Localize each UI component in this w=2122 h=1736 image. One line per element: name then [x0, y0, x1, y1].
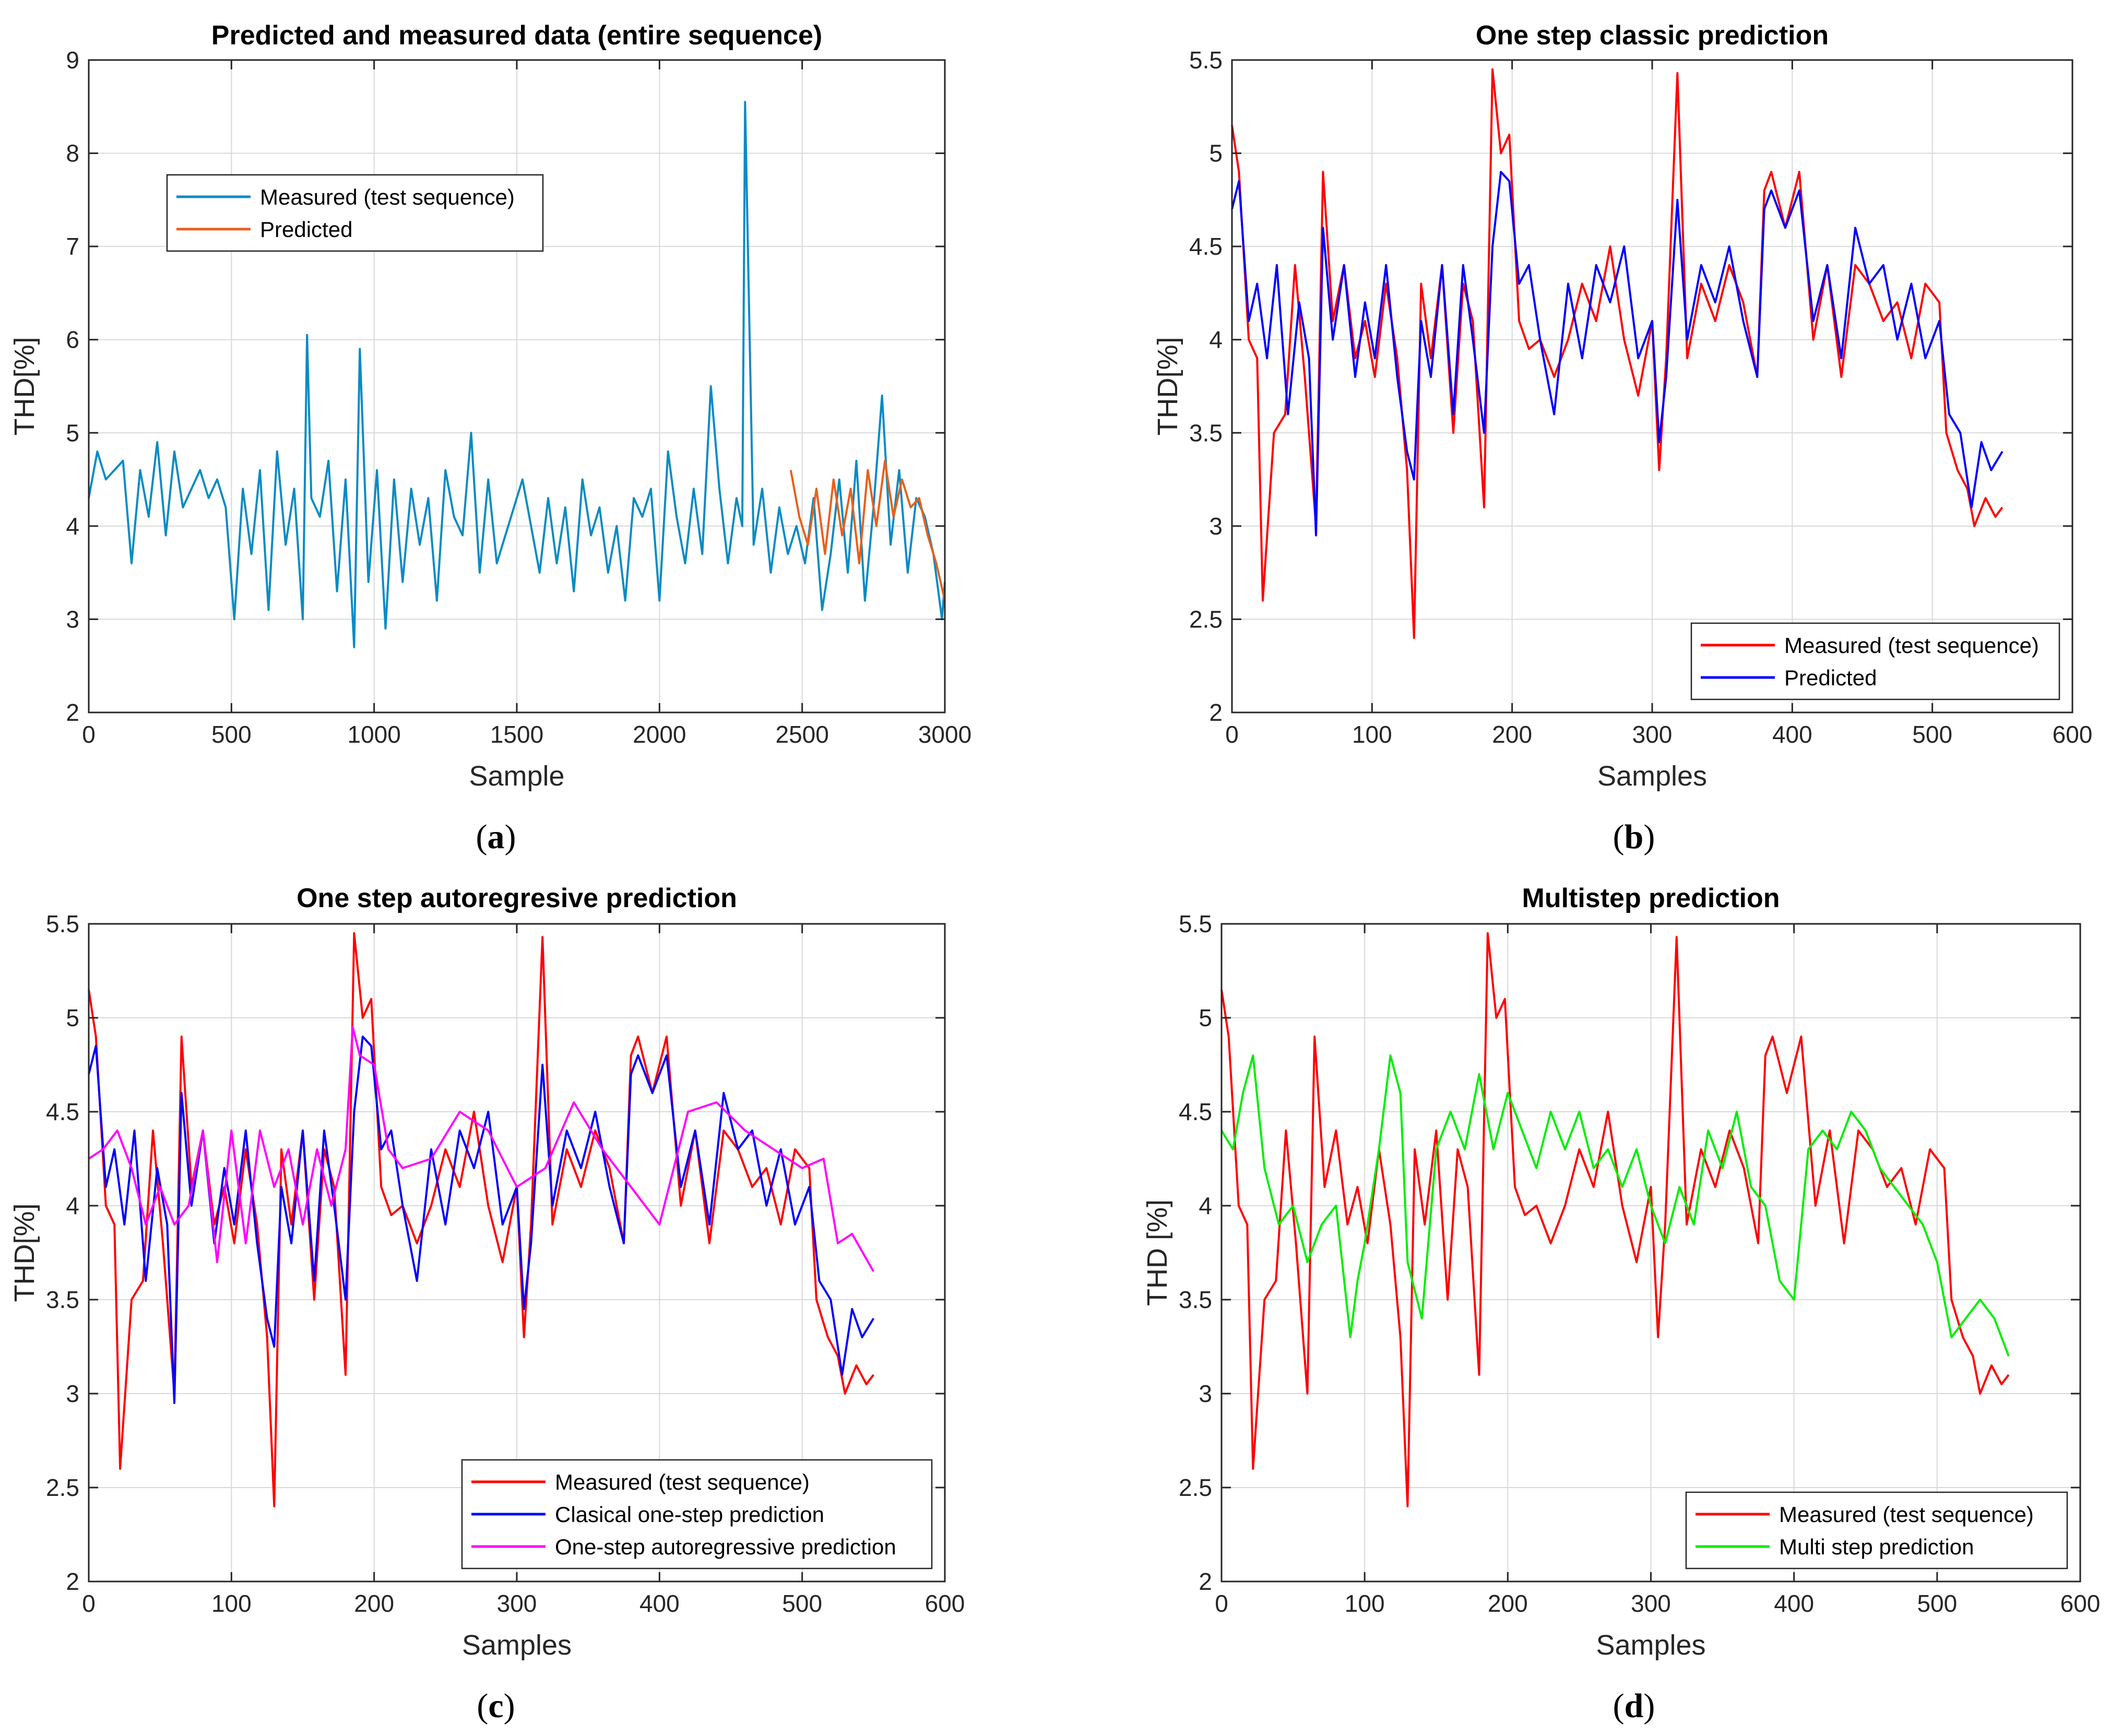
- legend-label: Measured (test sequence): [1784, 633, 2039, 658]
- legend-label: Multi step prediction: [1779, 1535, 1974, 1559]
- x-tick-label: 500: [211, 721, 252, 748]
- series-line-2: [1231, 171, 2004, 537]
- y-tick-label: 4: [66, 1192, 79, 1219]
- legend-label: Measured (test sequence): [260, 185, 515, 209]
- legend-box: [1690, 622, 2060, 700]
- y-axis-label: THD[%]: [9, 1204, 40, 1302]
- y-tick-label: 4: [66, 513, 79, 540]
- y-tick-label: 4: [1199, 1192, 1212, 1219]
- y-tick-label: 5: [1199, 1004, 1212, 1031]
- x-axis-label: Samples: [1597, 760, 1707, 792]
- panel-caption: (a): [476, 818, 516, 856]
- y-tick-label: 2: [1209, 699, 1223, 726]
- x-tick-label: 0: [1215, 1590, 1228, 1617]
- x-tick-label: 200: [354, 1590, 394, 1617]
- chart-panel-b: 0 100 200 300 400 500 600 2 2.5 3 3.5 4 4.5 5 5.5 One s…: [1152, 20, 2092, 856]
- y-tick-label: 6: [66, 326, 79, 353]
- series-line-2: [789, 459, 946, 601]
- x-tick-label: 2500: [775, 721, 828, 748]
- y-tick-label: 3: [66, 605, 79, 633]
- y-tick-label: 2: [66, 699, 79, 726]
- legend-label: Predicted: [260, 217, 352, 242]
- y-tick-label: 9: [66, 46, 79, 74]
- x-tick-label: 0: [82, 721, 96, 748]
- x-tick-label: 1500: [490, 721, 543, 748]
- chart-panel-c: 0 100 200 300 400 500 600 2 2.5 3 3.5 4 4.5 5 5.5 One s…: [9, 883, 965, 1725]
- legend-box: [166, 174, 544, 252]
- x-tick-label: 0: [1225, 721, 1239, 748]
- series-line-2: [1220, 1054, 2010, 1357]
- chart-panel-d: 0 100 200 300 400 500 600 2 2.5 3 3.5 4 4.5 5 5.5 Multi…: [1142, 883, 2100, 1725]
- y-tick-label: 3.5: [1189, 419, 1223, 446]
- y-tick-label: 3: [1199, 1380, 1212, 1407]
- y-tick-label: 3: [66, 1380, 79, 1407]
- x-tick-label: 1000: [347, 721, 400, 748]
- y-axis-label: THD[%]: [1152, 337, 1183, 436]
- y-tick-label: 4.5: [1179, 1098, 1212, 1125]
- y-tick-label: 5: [1209, 140, 1223, 167]
- panel-caption: (c): [477, 1687, 515, 1725]
- series-line-3: [88, 1026, 875, 1272]
- y-tick-label: 5.5: [1179, 910, 1212, 937]
- y-tick-label: 4: [1209, 326, 1223, 353]
- y-tick-label: 8: [66, 140, 79, 167]
- y-axis-label: THD [%]: [1142, 1199, 1173, 1306]
- y-tick-label: 5.5: [46, 910, 79, 937]
- y-tick-label: 7: [66, 233, 79, 260]
- x-tick-label: 0: [82, 1590, 96, 1617]
- x-tick-label: 200: [1488, 1590, 1528, 1617]
- y-tick-label: 5: [66, 1004, 79, 1031]
- chart-title: One step classic prediction: [1476, 20, 1829, 51]
- y-tick-label: 2: [66, 1568, 79, 1595]
- legend-label: Clasical one-step prediction: [555, 1502, 824, 1527]
- legend-label: Measured (test sequence): [1779, 1502, 2034, 1527]
- chart-title: Predicted and measured data (entire sequ…: [211, 20, 822, 51]
- x-tick-label: 500: [782, 1590, 822, 1617]
- x-tick-label: 500: [1917, 1590, 1957, 1617]
- y-tick-label: 4.5: [46, 1098, 79, 1125]
- x-tick-label: 600: [2060, 1590, 2101, 1617]
- legend-label: Predicted: [1784, 665, 1877, 690]
- x-tick-label: 300: [1631, 1590, 1671, 1617]
- y-tick-label: 3.5: [46, 1286, 79, 1313]
- x-tick-label: 100: [211, 1590, 252, 1617]
- x-tick-label: 500: [1912, 721, 1952, 748]
- y-tick-label: 4.5: [1189, 233, 1223, 260]
- x-tick-label: 400: [639, 1590, 680, 1617]
- x-tick-label: 100: [1352, 721, 1392, 748]
- x-tick-label: 2000: [633, 721, 686, 748]
- legend-label: One-step autoregressive prediction: [555, 1535, 896, 1559]
- y-tick-label: 2.5: [1179, 1474, 1212, 1501]
- panel-caption: (d): [1613, 1687, 1655, 1725]
- x-tick-label: 400: [1772, 721, 1812, 748]
- series-line-1: [88, 101, 946, 648]
- x-tick-label: 200: [1492, 721, 1532, 748]
- x-axis-label: Sample: [469, 760, 564, 792]
- panel-caption: (b): [1613, 818, 1655, 856]
- chart-title: Multistep prediction: [1522, 883, 1780, 913]
- y-axis-label: THD[%]: [9, 337, 40, 436]
- chart-panel-a: 0 500 1000 1500 2000 2500 3000 2 3 4 5 6 7 8 9 Predicte…: [9, 20, 971, 856]
- y-tick-label: 2.5: [46, 1474, 79, 1501]
- y-tick-label: 2.5: [1189, 605, 1223, 633]
- x-axis-label: Samples: [1596, 1630, 1705, 1661]
- x-tick-label: 3000: [918, 721, 971, 748]
- legend-box: [1685, 1491, 2068, 1569]
- y-tick-label: 2: [1199, 1568, 1212, 1595]
- y-tick-label: 5: [66, 419, 79, 446]
- x-tick-label: 100: [1345, 1590, 1385, 1617]
- y-tick-label: 5.5: [1189, 46, 1223, 74]
- chart-title: One step autoregresive prediction: [297, 883, 737, 913]
- x-tick-label: 600: [2053, 721, 2093, 748]
- x-tick-label: 600: [925, 1590, 965, 1617]
- x-tick-label: 300: [497, 1590, 537, 1617]
- legend-label: Measured (test sequence): [555, 1470, 810, 1494]
- x-axis-label: Samples: [462, 1630, 572, 1661]
- y-tick-label: 3: [1209, 513, 1223, 540]
- x-tick-label: 400: [1774, 1590, 1814, 1617]
- series-line-2: [88, 1036, 875, 1404]
- x-tick-label: 300: [1632, 721, 1673, 748]
- y-tick-label: 3.5: [1179, 1286, 1212, 1313]
